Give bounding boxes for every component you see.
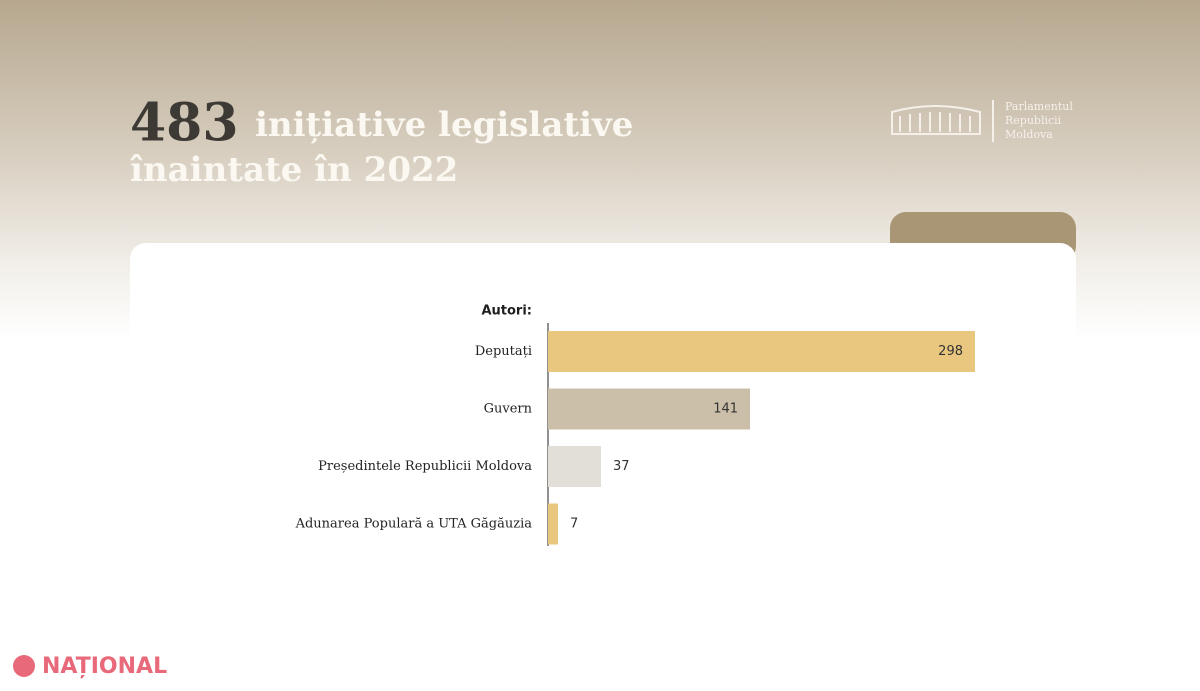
watermark: NAȚIONAL xyxy=(42,654,167,679)
count: 483 xyxy=(130,93,239,154)
category-label: Adunarea Populară a UTA Găgăuzia xyxy=(295,517,533,532)
value-label: 298 xyxy=(938,344,963,359)
bar xyxy=(548,331,975,372)
card xyxy=(130,243,1076,625)
bar xyxy=(548,388,751,430)
value-label: 7 xyxy=(570,517,578,532)
category-label: Deputați xyxy=(475,344,532,359)
logo-text: Parlamentul xyxy=(1005,100,1073,113)
logo-icon xyxy=(891,100,994,142)
title-line: inițiative legislative xyxy=(255,105,633,145)
value-label: 141 xyxy=(713,402,738,417)
bar xyxy=(548,503,559,545)
category-label: Președintele Republicii Moldova xyxy=(318,459,532,474)
watermark-icon xyxy=(13,655,35,677)
title-line: înaintate în 2022 xyxy=(130,150,458,190)
value-label: 37 xyxy=(613,459,630,474)
logo-text: Moldova xyxy=(1005,128,1053,141)
category-label: Guvern xyxy=(484,402,533,417)
logo-text: Republicii xyxy=(1005,114,1062,127)
axis-title: Autori: xyxy=(481,304,532,319)
bar xyxy=(548,446,602,487)
